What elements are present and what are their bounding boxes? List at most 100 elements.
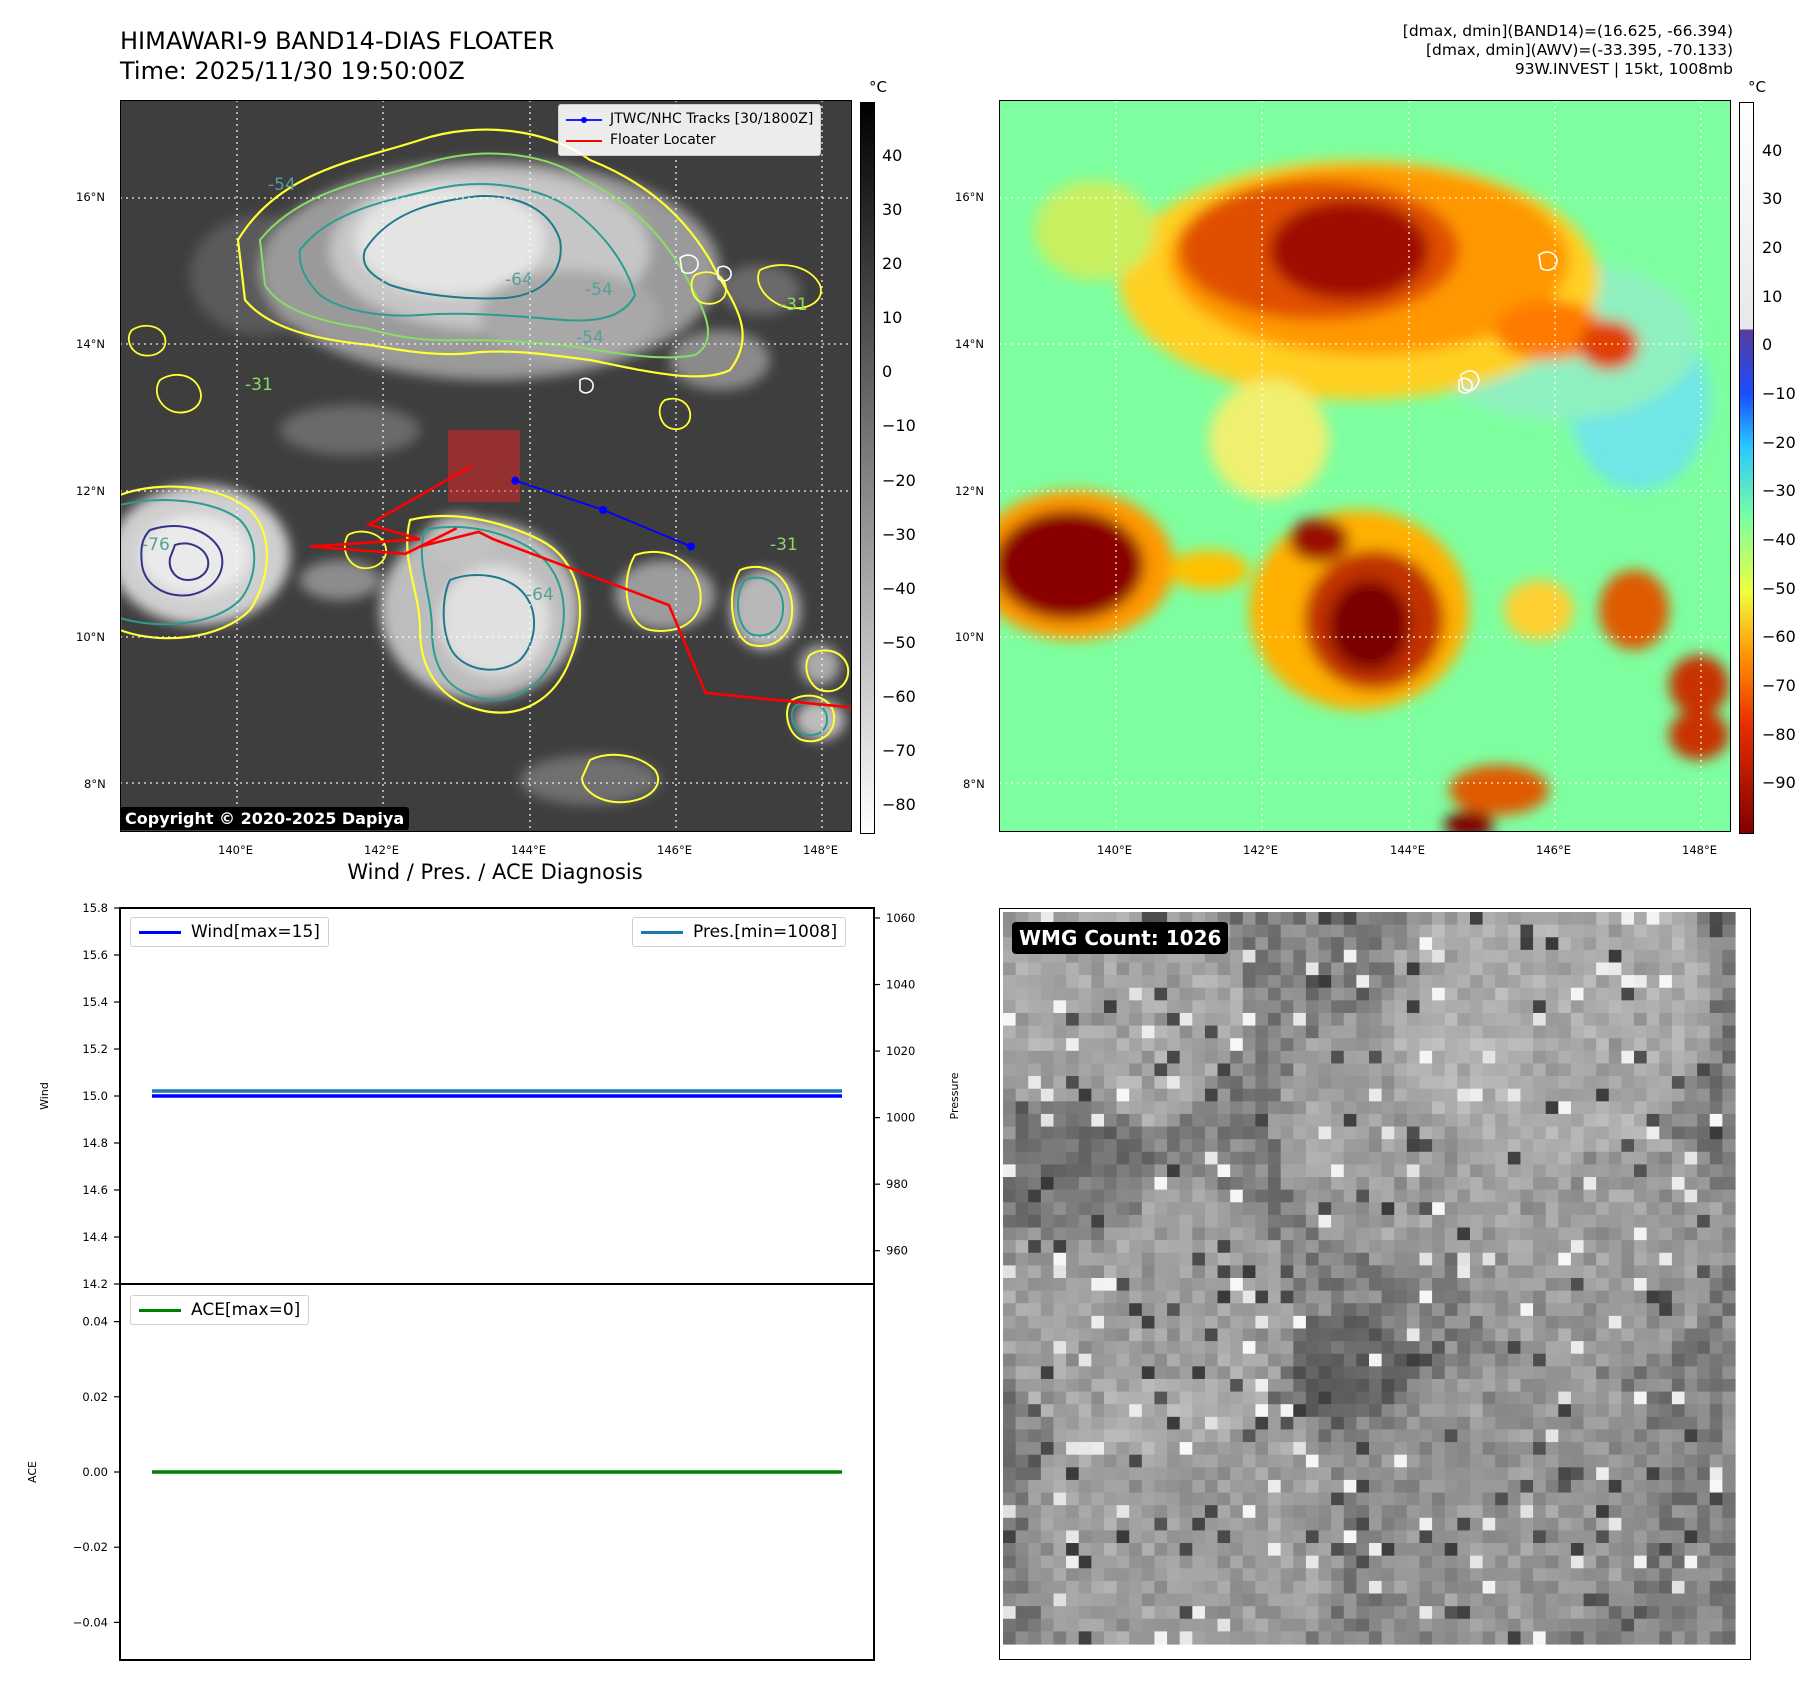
wmg-pixel [1242,1126,1257,1140]
wmg-pixel [1331,1454,1345,1468]
wmg-pixel [1507,1530,1522,1544]
wmg-pixel [1305,1391,1320,1405]
wmg-pixel [1545,1404,1559,1418]
wmg-pixel [1709,1063,1723,1077]
wmg-pixel [1230,987,1244,1001]
wmg-pixel [1015,1214,1029,1229]
wmg-pixel [1230,975,1244,989]
contour-label: -31 [780,295,808,315]
wmg-pixel [1646,1505,1660,1519]
wmg-pixel [1722,1101,1736,1115]
wmg-pixel [1280,1378,1294,1393]
wmg-pixel [1255,1164,1269,1178]
wmg-pixel [1659,1214,1673,1229]
wmg-pixel [1369,1252,1383,1266]
wmg-pixel [1015,1076,1029,1090]
wmg-pixel [1040,1580,1055,1595]
wmg-pixel [1608,1240,1623,1254]
wmg-pixel [1621,1050,1635,1065]
wmg-pixel [1066,1101,1080,1115]
wmg-pixel [1469,1240,1484,1254]
wmg-pixel [1457,1429,1471,1443]
wmg-pixel [1078,1151,1092,1166]
wmg-pixel [1558,1580,1572,1595]
wmg-pixel [1444,962,1458,976]
wmg-pixel [1091,1101,1105,1115]
wmg-pixel [1381,1038,1395,1052]
wmg-pixel [1154,1265,1168,1279]
wmg-pixel [1078,1366,1092,1380]
wmg-pixel [1545,1467,1559,1481]
wmg-pixel [1570,912,1585,926]
wmg-pixel [1028,1315,1042,1330]
wmg-pixel [1482,1353,1496,1367]
wmg-pixel [1116,1543,1130,1557]
wmg-pixel [1596,1492,1610,1506]
wmg-pixel [1709,1429,1723,1443]
wmg-pixel [1167,1214,1181,1229]
wmg-pixel [1141,1454,1156,1468]
wmg-pixel [1356,1177,1370,1191]
wmg-pixel [1318,1265,1332,1279]
wmg-pixel [1305,1328,1320,1342]
wmg-pixel [1103,1543,1118,1557]
wmg-pixel [1646,1492,1660,1506]
wmg-pixel [1331,1517,1345,1532]
wmg-pixel [1318,1631,1332,1645]
wmg-pixel [1343,1050,1357,1065]
wmg-pixel [1608,1139,1623,1153]
wmg-pixel [1381,1391,1395,1405]
wmg-pixel [1015,1290,1029,1304]
wmg-pixel [1520,1341,1534,1355]
wmg-pixel [1457,1341,1471,1355]
wmg-pixel [1103,1366,1118,1380]
wmg-pixel [1709,1404,1723,1418]
wmg-pixel [1406,1568,1421,1582]
lat-tick: 16°N [76,190,105,204]
wmg-pixel [1507,1189,1522,1203]
stats-line-3: 93W.INVEST | 15kt, 1008mb [1514,60,1733,78]
wmg-pixel [1432,1454,1446,1468]
wmg-pixel [1293,1240,1307,1254]
wmg-pixel [1318,1088,1332,1102]
colorbar-tick-label: −20 [882,470,916,490]
wmg-pixel [1217,1429,1231,1443]
wmg-pixel [1634,1189,1648,1203]
wmg-pixel [1469,1038,1484,1052]
wmg-pixel [1369,1025,1383,1039]
lat-tick: 8°N [963,777,985,791]
wmg-pixel [1671,1076,1686,1090]
wmg-pixel [1381,1543,1395,1557]
wmg-pixel [1217,1555,1231,1569]
wmg-pixel [1230,1227,1244,1241]
wmg-pixel [1091,1416,1105,1431]
wmg-pixel [1558,1227,1572,1241]
wmg-pixel [1722,1580,1736,1595]
wmg-pixel [1255,1530,1269,1544]
wmg-pixel [1722,1631,1736,1645]
wmg-pixel [1482,1618,1496,1632]
wmg-pixel [1040,1303,1055,1317]
wmg-pixel [1533,1391,1547,1405]
wmg-pixel [1419,1341,1433,1355]
wmg-pixel [1469,1050,1484,1065]
wmg-pixel [1280,1214,1294,1229]
wmg-pixel [1469,1012,1484,1027]
wmg-pixel [1406,949,1421,964]
wmg-pixel [1495,1429,1509,1443]
wmg-pixel [1558,1025,1572,1039]
wmg-pixel [1028,1101,1042,1115]
wmg-pixel [1192,1315,1206,1330]
wmg-pixel [1646,1479,1660,1494]
wmg-pixel [1671,1454,1686,1468]
wmg-pixel [1343,1631,1357,1645]
wmg-pixel [1507,1315,1522,1330]
wmg-pixel [1381,1113,1395,1128]
map-gridlines [999,100,1731,832]
wmg-pixel [1659,924,1673,938]
pressure-tick-label: 1020 [886,1044,915,1058]
wmg-pixel [1028,1492,1042,1506]
wmg-pixel [1570,1265,1585,1279]
wmg-pixel [1570,937,1585,951]
wmg-pixel [1394,1012,1408,1027]
